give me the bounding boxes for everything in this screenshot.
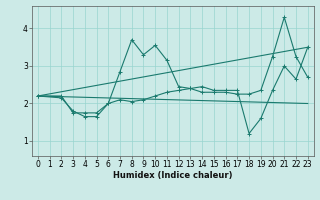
X-axis label: Humidex (Indice chaleur): Humidex (Indice chaleur) [113, 171, 233, 180]
